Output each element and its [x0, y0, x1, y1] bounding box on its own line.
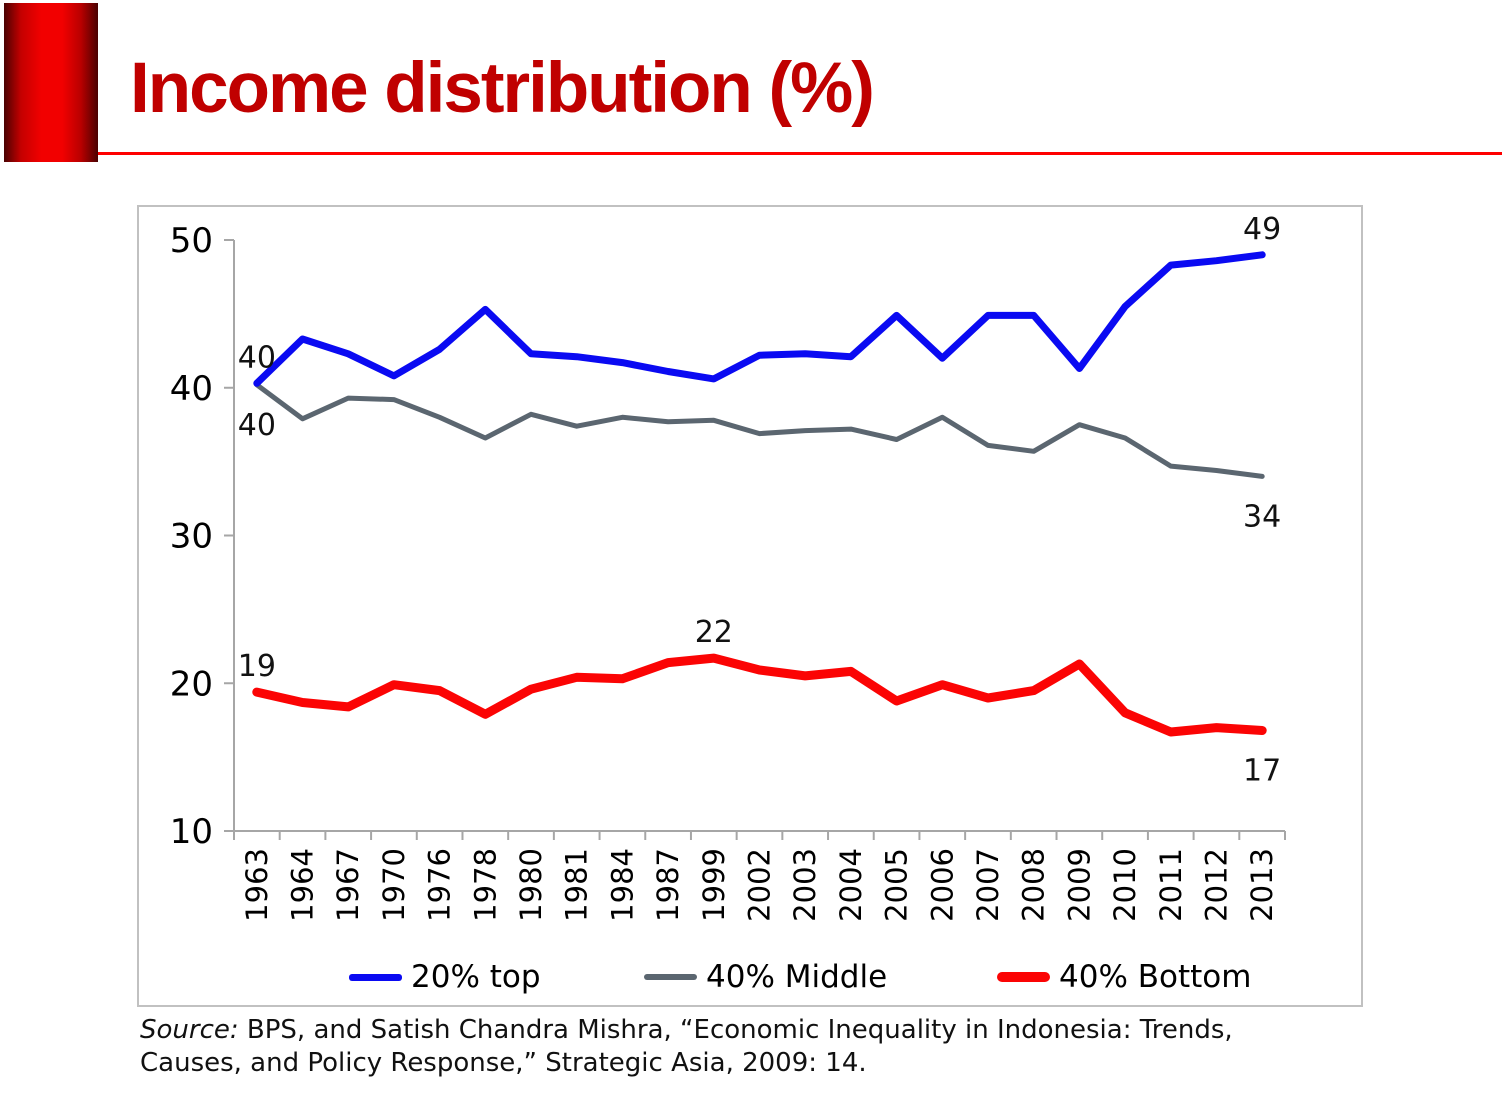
- x-tick-label: 1999: [697, 848, 731, 921]
- red-accent-bar: [4, 3, 98, 162]
- y-tick-label: 10: [170, 812, 213, 852]
- x-tick-label: 2010: [1108, 848, 1142, 921]
- data-label: 19: [238, 649, 276, 684]
- legend-label-40-middle: 40% Middle: [706, 959, 888, 995]
- chart-legend: 20% top 40% Middle 40% Bottom: [139, 955, 1361, 999]
- y-tick-label: 30: [170, 517, 213, 557]
- data-label: 40: [238, 408, 276, 443]
- chart-frame: 10 20 30 40 50 1963 1964 1967 1970 1976 1978 1980 19…: [137, 205, 1363, 1007]
- data-label: 17: [1243, 754, 1281, 789]
- x-tick-label: 2003: [788, 848, 822, 921]
- x-tick-label: 1970: [377, 848, 411, 921]
- title-rule: [98, 152, 1502, 155]
- series-line-20-top: [253, 251, 1266, 387]
- source-note: Source: BPS, and Satish Chandra Mishra, …: [140, 1014, 1332, 1080]
- series-line-40-bottom: [252, 653, 1267, 737]
- x-tick-label: 1981: [560, 848, 594, 921]
- y-tick-label: 40: [170, 369, 213, 409]
- x-tick-label: 1978: [468, 848, 502, 921]
- x-tick-label: 2009: [1062, 848, 1096, 921]
- x-tick-label: 2006: [925, 848, 959, 921]
- source-text: BPS, and Satish Chandra Mishra, “Economi…: [140, 1015, 1233, 1078]
- page-title: Income distribution (%): [130, 49, 875, 128]
- series-line-40-middle: [254, 382, 1265, 479]
- x-tick-label: 1963: [240, 848, 274, 921]
- legend-label-40-bottom: 40% Bottom: [1059, 959, 1252, 995]
- source-label: Source:: [140, 1015, 239, 1045]
- legend-swatch-40-middle: [644, 974, 697, 980]
- x-tick-label: 2004: [834, 848, 868, 921]
- x-tick-label: 1967: [331, 848, 365, 921]
- x-tick-label: 2013: [1245, 848, 1279, 921]
- legend-label-20-top: 20% top: [411, 959, 541, 995]
- x-tick-label: 2012: [1199, 848, 1233, 921]
- x-tick-label: 2011: [1154, 848, 1188, 921]
- income-distribution-chart: 10 20 30 40 50 1963 1964 1967 1970 1976 1978 1980 19…: [170, 212, 1286, 921]
- data-label: 22: [695, 615, 733, 650]
- y-tick-label: 20: [170, 664, 213, 704]
- x-tick-label: 2007: [971, 848, 1005, 921]
- data-label: 40: [238, 340, 276, 375]
- x-tick-label: 1984: [605, 848, 639, 921]
- x-tick-label: 2002: [743, 848, 777, 921]
- x-tick-label: 1976: [423, 848, 457, 921]
- x-tick-label: 2008: [1017, 848, 1051, 921]
- x-tick-label: 1964: [286, 848, 320, 921]
- x-tick-label: 1980: [514, 848, 548, 921]
- x-tick-label: 2005: [880, 848, 914, 921]
- data-label: 49: [1243, 212, 1281, 247]
- y-tick-label: 50: [170, 221, 213, 261]
- x-tick-label: 1987: [651, 848, 685, 921]
- legend-swatch-20-top: [349, 973, 402, 981]
- legend-swatch-40-bottom: [997, 972, 1050, 982]
- data-label: 34: [1243, 499, 1281, 534]
- legend-item-40-middle: 40% Middle: [644, 955, 887, 999]
- legend-item-40-bottom: 40% Bottom: [997, 955, 1251, 999]
- legend-item-20-top: 20% top: [349, 955, 541, 999]
